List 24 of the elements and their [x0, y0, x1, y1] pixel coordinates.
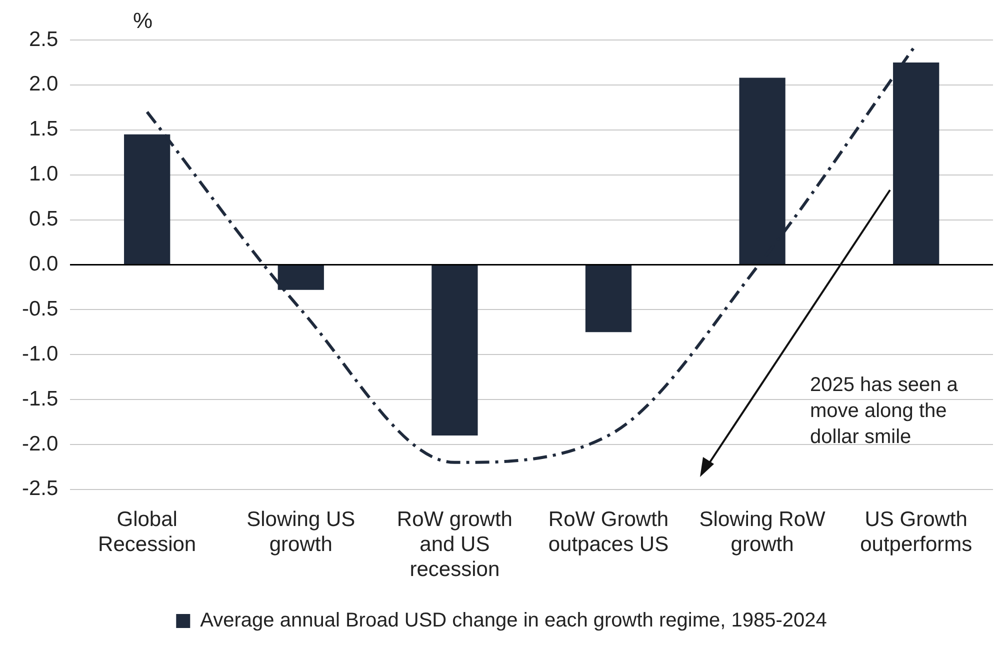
- y-tick-label: -2.0: [22, 432, 58, 456]
- x-tick-label: US Growth outperforms: [860, 508, 972, 556]
- bar: [432, 265, 478, 436]
- x-tick-label: RoW growth and US recession: [396, 508, 512, 582]
- y-tick-label: 0.0: [28, 252, 58, 276]
- y-tick-label: 1.5: [28, 118, 58, 141]
- y-tick-label: -0.5: [22, 297, 58, 320]
- y-tick-label: -2.5: [22, 477, 58, 500]
- y-tick-label: 2.5: [28, 28, 58, 51]
- y-tick-label: 0.5: [28, 208, 58, 231]
- bar: [278, 265, 324, 290]
- x-tick-label: Slowing RoW growth: [699, 508, 826, 556]
- bar: [585, 265, 632, 332]
- y-tick-label: 1.0: [28, 162, 58, 186]
- y-tick-label: 2.0: [28, 72, 58, 96]
- y-tick-label: -1.5: [22, 387, 58, 410]
- x-tick-label: RoW Growth outpaces US: [548, 508, 669, 556]
- bar: [739, 78, 786, 264]
- y-axis-title: %: [133, 8, 153, 34]
- x-tick-label: Global Recession: [98, 508, 196, 556]
- legend-label: Average annual Broad USD change in each growth regime, 1985-2024: [200, 610, 827, 632]
- x-tick-label: Slowing US growth: [246, 508, 356, 556]
- annotation: 2025 has seen a move along the dollar smile: [810, 373, 959, 450]
- y-tick-label: -1.0: [22, 342, 58, 366]
